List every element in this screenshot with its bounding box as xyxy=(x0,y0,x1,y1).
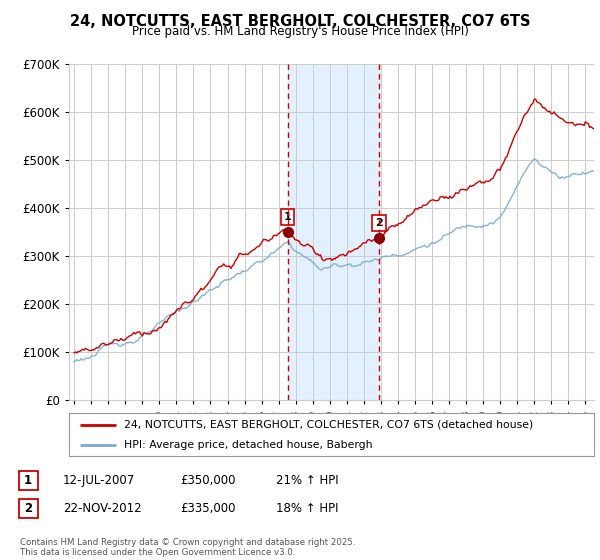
Text: 12-JUL-2007: 12-JUL-2007 xyxy=(63,474,135,487)
Text: £350,000: £350,000 xyxy=(180,474,235,487)
Text: 21% ↑ HPI: 21% ↑ HPI xyxy=(276,474,338,487)
Text: 2: 2 xyxy=(24,502,32,515)
Text: 24, NOTCUTTS, EAST BERGHOLT, COLCHESTER, CO7 6TS: 24, NOTCUTTS, EAST BERGHOLT, COLCHESTER,… xyxy=(70,14,530,29)
Bar xyxy=(287,64,379,400)
Text: Price paid vs. HM Land Registry's House Price Index (HPI): Price paid vs. HM Land Registry's House … xyxy=(131,25,469,38)
Text: HPI: Average price, detached house, Babergh: HPI: Average price, detached house, Babe… xyxy=(124,440,373,450)
Text: £335,000: £335,000 xyxy=(180,502,235,515)
Text: 22-NOV-2012: 22-NOV-2012 xyxy=(63,502,142,515)
Text: 18% ↑ HPI: 18% ↑ HPI xyxy=(276,502,338,515)
Text: 2: 2 xyxy=(375,218,383,228)
Text: 24, NOTCUTTS, EAST BERGHOLT, COLCHESTER, CO7 6TS (detached house): 24, NOTCUTTS, EAST BERGHOLT, COLCHESTER,… xyxy=(124,419,533,430)
Text: 1: 1 xyxy=(24,474,32,487)
Text: 1: 1 xyxy=(284,212,292,222)
Text: Contains HM Land Registry data © Crown copyright and database right 2025.
This d: Contains HM Land Registry data © Crown c… xyxy=(20,538,355,557)
